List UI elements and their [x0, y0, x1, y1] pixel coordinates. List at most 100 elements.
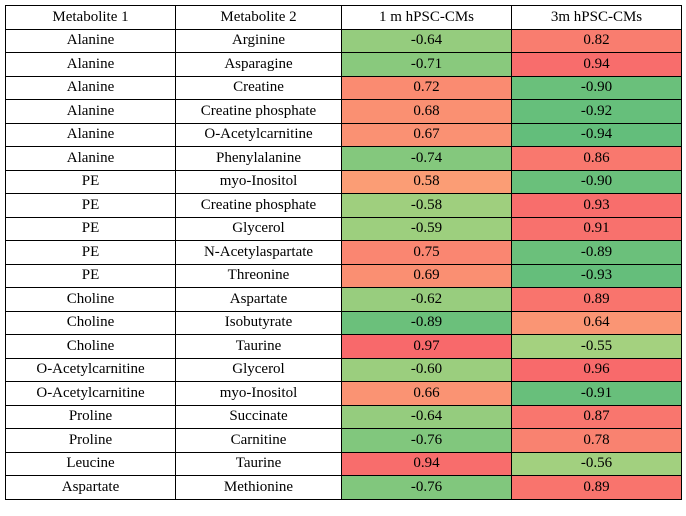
- metabolite-cell: Creatine phosphate: [175, 99, 342, 124]
- correlation-cell: 0.66: [341, 381, 512, 406]
- correlation-cell: -0.59: [341, 216, 512, 241]
- correlation-cell: -0.55: [511, 334, 682, 359]
- metabolite-cell: Aspartate: [175, 287, 342, 312]
- correlation-cell: -0.90: [511, 169, 682, 194]
- correlation-cell: -0.94: [511, 122, 682, 147]
- table-row: Alanine Asparagine -0.71 0.94: [5, 52, 682, 77]
- correlation-cell: 0.75: [341, 240, 512, 265]
- correlation-cell: 0.94: [341, 451, 512, 476]
- table-body: Alanine Arginine -0.64 0.82 Alanine Asparagin…: [5, 28, 682, 500]
- metabolite-cell: O-Acetylcarnitine: [5, 357, 176, 382]
- metabolite-cell: PE: [5, 240, 176, 265]
- correlation-cell: -0.90: [511, 75, 682, 100]
- metabolite-cell: myo-Inositol: [175, 381, 342, 406]
- metabolite-cell: Alanine: [5, 146, 176, 171]
- correlation-cell: -0.58: [341, 193, 512, 218]
- correlation-cell: -0.64: [341, 28, 512, 53]
- correlation-cell: 0.93: [511, 193, 682, 218]
- metabolite-cell: PE: [5, 169, 176, 194]
- metabolite-cell: PE: [5, 216, 176, 241]
- table-row: Alanine O-Acetylcarnitine 0.67 -0.94: [5, 122, 682, 147]
- metabolite-cell: Glycerol: [175, 216, 342, 241]
- metabolite-cell: Glycerol: [175, 357, 342, 382]
- correlation-cell: 0.96: [511, 357, 682, 382]
- metabolite-cell: Taurine: [175, 451, 342, 476]
- metabolite-cell: Alanine: [5, 122, 176, 147]
- correlation-cell: -0.60: [341, 357, 512, 382]
- metabolite-cell: Threonine: [175, 263, 342, 288]
- header-cell: Metabolite 1: [5, 5, 176, 30]
- metabolite-cell: Alanine: [5, 75, 176, 100]
- metabolite-cell: Taurine: [175, 334, 342, 359]
- correlation-cell: 0.72: [341, 75, 512, 100]
- metabolite-cell: O-Acetylcarnitine: [5, 381, 176, 406]
- correlation-cell: 0.91: [511, 216, 682, 241]
- metabolite-cell: Phenylalanine: [175, 146, 342, 171]
- table-row: Choline Taurine 0.97 -0.55: [5, 334, 682, 359]
- metabolite-cell: Alanine: [5, 99, 176, 124]
- table-row: Alanine Creatine 0.72 -0.90: [5, 75, 682, 100]
- table-row: Choline Aspartate -0.62 0.89: [5, 287, 682, 312]
- correlation-cell: 0.94: [511, 52, 682, 77]
- metabolite-cell: Choline: [5, 287, 176, 312]
- header-cell: 3m hPSC-CMs: [511, 5, 682, 30]
- correlation-cell: -0.92: [511, 99, 682, 124]
- correlation-cell: 0.89: [511, 475, 682, 500]
- metabolite-cell: Succinate: [175, 404, 342, 429]
- metabolite-cell: Leucine: [5, 451, 176, 476]
- correlation-cell: -0.56: [511, 451, 682, 476]
- correlation-cell: 0.78: [511, 428, 682, 453]
- table-row: Proline Carnitine -0.76 0.78: [5, 428, 682, 453]
- metabolite-cell: Alanine: [5, 28, 176, 53]
- table-row: O-Acetylcarnitine Glycerol -0.60 0.96: [5, 357, 682, 382]
- table-row: Alanine Arginine -0.64 0.82: [5, 28, 682, 53]
- table-row: Leucine Taurine 0.94 -0.56: [5, 451, 682, 476]
- metabolite-cell: Methionine: [175, 475, 342, 500]
- table-row: PE Glycerol -0.59 0.91: [5, 216, 682, 241]
- correlation-cell: -0.89: [341, 310, 512, 335]
- correlation-cell: 0.64: [511, 310, 682, 335]
- correlation-cell: 0.97: [341, 334, 512, 359]
- table-row: PE Creatine phosphate -0.58 0.93: [5, 193, 682, 218]
- correlation-cell: -0.76: [341, 475, 512, 500]
- metabolite-cell: Proline: [5, 404, 176, 429]
- table-row: Proline Succinate -0.64 0.87: [5, 404, 682, 429]
- correlation-cell: 0.86: [511, 146, 682, 171]
- correlation-cell: -0.91: [511, 381, 682, 406]
- metabolite-cell: PE: [5, 263, 176, 288]
- header-cell: 1 m hPSC-CMs: [341, 5, 512, 30]
- metabolite-cell: Aspartate: [5, 475, 176, 500]
- metabolite-cell: N-Acetylaspartate: [175, 240, 342, 265]
- correlation-cell: 0.89: [511, 287, 682, 312]
- metabolite-cell: Choline: [5, 334, 176, 359]
- metabolite-cell: myo-Inositol: [175, 169, 342, 194]
- correlation-cell: 0.82: [511, 28, 682, 53]
- correlation-cell: 0.69: [341, 263, 512, 288]
- table-row: Aspartate Methionine -0.76 0.89: [5, 475, 682, 500]
- correlation-cell: 0.68: [341, 99, 512, 124]
- metabolite-cell: Creatine phosphate: [175, 193, 342, 218]
- table-row: PE Threonine 0.69 -0.93: [5, 263, 682, 288]
- correlation-cell: 0.87: [511, 404, 682, 429]
- metabolite-cell: Arginine: [175, 28, 342, 53]
- header-row: Metabolite 1 Metabolite 2 1 m hPSC-CMs 3…: [5, 5, 682, 30]
- correlation-cell: -0.76: [341, 428, 512, 453]
- correlation-cell: -0.93: [511, 263, 682, 288]
- metabolite-cell: Asparagine: [175, 52, 342, 77]
- table-row: O-Acetylcarnitine myo-Inositol 0.66 -0.91: [5, 381, 682, 406]
- metabolite-cell: Alanine: [5, 52, 176, 77]
- metabolite-cell: Isobutyrate: [175, 310, 342, 335]
- metabolite-cell: PE: [5, 193, 176, 218]
- metabolite-cell: Proline: [5, 428, 176, 453]
- correlation-cell: -0.71: [341, 52, 512, 77]
- metabolite-cell: O-Acetylcarnitine: [175, 122, 342, 147]
- table-header: Metabolite 1 Metabolite 2 1 m hPSC-CMs 3…: [5, 5, 682, 30]
- correlation-cell: 0.58: [341, 169, 512, 194]
- table-row: PE N-Acetylaspartate 0.75 -0.89: [5, 240, 682, 265]
- page: Metabolite 1 Metabolite 2 1 m hPSC-CMs 3…: [0, 5, 686, 516]
- metabolite-cell: Carnitine: [175, 428, 342, 453]
- correlation-cell: 0.67: [341, 122, 512, 147]
- correlation-cell: -0.62: [341, 287, 512, 312]
- table-row: Alanine Phenylalanine -0.74 0.86: [5, 146, 682, 171]
- table-row: Alanine Creatine phosphate 0.68 -0.92: [5, 99, 682, 124]
